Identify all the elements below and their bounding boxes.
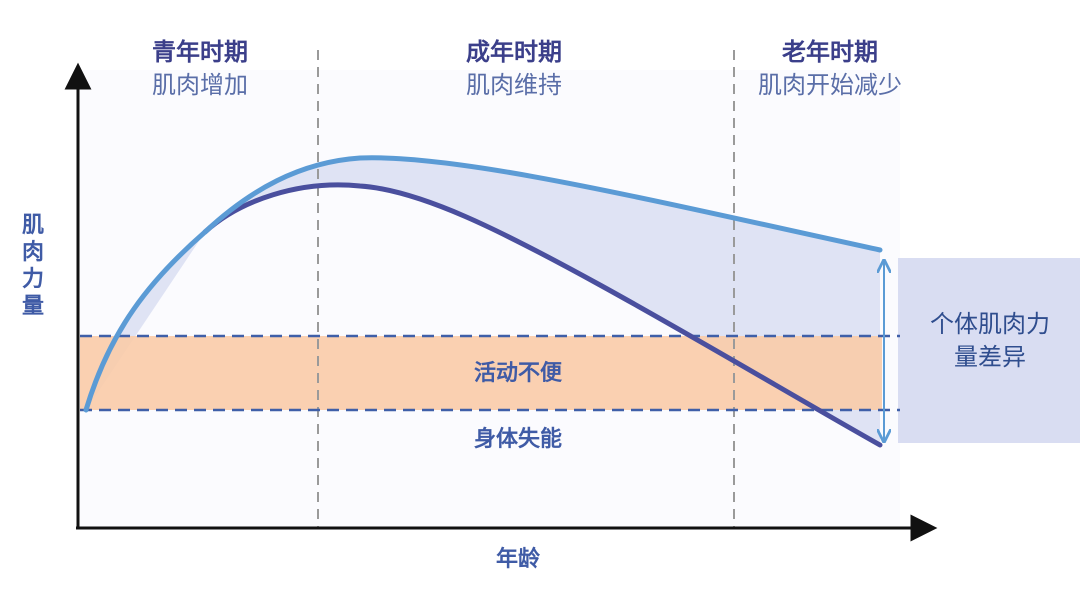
lower-strength-curve — [202, 182, 883, 448]
phase-title-youth: 青年时期 — [152, 38, 248, 66]
y-axis-label-char-4: 量 — [22, 294, 44, 319]
y-axis-label-char-1: 肌 — [22, 213, 44, 238]
phase-title-elderly: 老年时期 — [782, 38, 878, 66]
inconvenience-band — [80, 336, 882, 410]
disability-zone-label: 身体失能 — [474, 426, 562, 452]
variation-label-line-1: 个体肌肉力 — [930, 310, 1050, 338]
phase-title-adult: 成年时期 — [466, 38, 562, 66]
variation-area — [86, 157, 880, 446]
variation-label-line-2: 量差异 — [954, 343, 1026, 371]
variation-box — [898, 258, 1080, 443]
inconvenience-zone-label: 活动不便 — [474, 361, 563, 386]
x-axis-label: 年龄 — [496, 546, 541, 572]
upper-strength-curve — [83, 155, 883, 413]
phase-subtitle-elderly: 肌肉开始减少 — [758, 71, 902, 99]
phase-subtitle-youth: 肌肉增加 — [152, 71, 248, 99]
phase-subtitle-adult: 肌肉维持 — [466, 71, 562, 99]
y-axis-label-char-3: 力 — [22, 267, 44, 292]
y-axis-label-char-2: 肉 — [22, 240, 44, 265]
